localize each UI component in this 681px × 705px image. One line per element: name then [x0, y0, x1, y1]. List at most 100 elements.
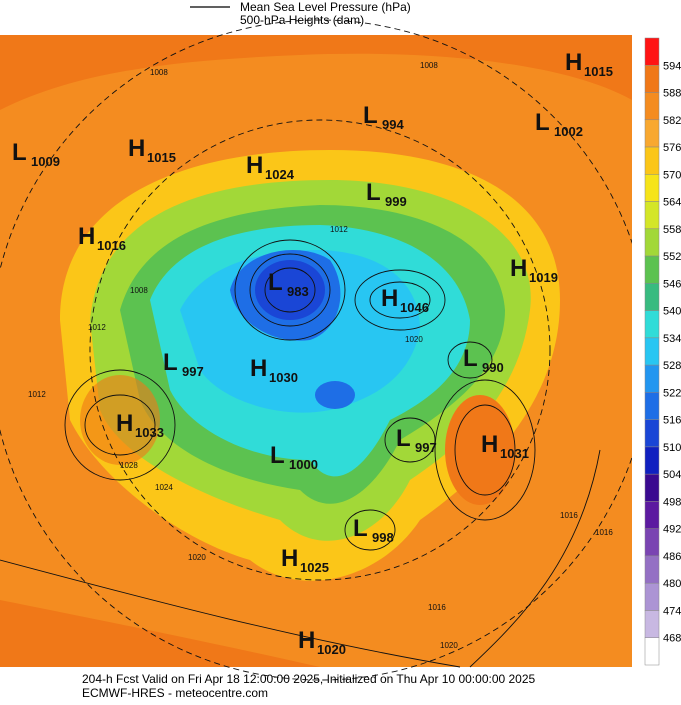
- center-type: L: [463, 345, 478, 372]
- colorbar-tick-label: 516: [663, 415, 681, 427]
- colorbar-swatch: [644, 446, 660, 475]
- colorbar-swatch: [644, 255, 660, 284]
- contour-label: 1028: [120, 461, 138, 470]
- height-zone: [255, 260, 325, 320]
- warm-band: [80, 375, 160, 465]
- colorbar-tick-label: 528: [663, 360, 681, 372]
- footer-source: ECMWF-HRES - meteocentre.com: [82, 686, 268, 700]
- center-pressure: 1020: [317, 642, 346, 657]
- colorbar: 594 588 582 576 570 564 558 552 546 540 534 528 522 5…: [644, 37, 681, 666]
- center-type: L: [396, 425, 411, 452]
- center-type: H: [281, 545, 298, 572]
- colorbar-tick-label: 564: [663, 197, 681, 209]
- center-type: H: [298, 627, 315, 654]
- center-type: H: [128, 135, 145, 162]
- isobar: [354, 269, 446, 331]
- colorbar-swatch: [644, 228, 660, 257]
- center-pressure: 1024: [265, 167, 295, 182]
- warm-band: [445, 395, 515, 505]
- center-pressure: 999: [385, 194, 407, 209]
- colorbar-tick-label: 594: [663, 60, 681, 72]
- center-type: H: [565, 49, 582, 76]
- contour-label: 1016: [560, 511, 578, 520]
- center-pressure: 998: [372, 530, 394, 545]
- center-type: L: [268, 269, 283, 296]
- colorbar-tick-label: 492: [663, 524, 681, 536]
- colorbar-tick-label: 582: [663, 115, 681, 127]
- colorbar-tick-label: 504: [663, 469, 681, 481]
- center-pressure: 994: [382, 117, 404, 132]
- center-pressure: 1000: [289, 457, 318, 472]
- isobar: [384, 417, 436, 463]
- center-pressure: 1016: [97, 238, 126, 253]
- colorbar-swatch: [644, 610, 660, 638]
- contour-label: 1020: [440, 641, 458, 650]
- colorbar-tick-label: 522: [663, 387, 681, 399]
- height-zone: [315, 381, 355, 409]
- colorbar-tick-label: 588: [663, 88, 681, 100]
- colorbar-swatch: [644, 528, 660, 557]
- isobar: [344, 509, 396, 551]
- center-type: L: [363, 102, 378, 129]
- center-pressure: 1009: [31, 154, 60, 169]
- contour-label: 1012: [330, 225, 348, 234]
- center-pressure: 1002: [554, 124, 583, 139]
- center-type: L: [535, 109, 550, 136]
- contour-label: 1008: [420, 61, 438, 70]
- isobar: [434, 379, 536, 521]
- colorbar-swatch: [644, 283, 660, 311]
- isobar: [264, 267, 316, 313]
- isobar: [64, 369, 176, 481]
- colorbar-swatch: [644, 637, 660, 666]
- colorbar-tick-label: 552: [663, 251, 681, 263]
- colorbar-swatch: [644, 65, 660, 93]
- colorbar-swatch: [644, 37, 660, 66]
- contour-label: 1008: [150, 68, 168, 77]
- center-type: L: [353, 515, 368, 542]
- contour-label: 1020: [405, 335, 423, 344]
- colorbar-swatch: [644, 337, 660, 366]
- legend-heights: 500-hPa Heights (dam): [240, 13, 364, 27]
- warm-band: [0, 600, 320, 667]
- warm-band: [0, 35, 632, 110]
- latitude-circle: [89, 119, 551, 581]
- center-type: L: [163, 349, 178, 376]
- colorbar-tick-label: 480: [663, 578, 681, 590]
- colorbar-tick-label: 498: [663, 496, 681, 508]
- center-pressure: 1030: [269, 370, 298, 385]
- center-type: H: [250, 355, 267, 382]
- center-pressure: 997: [415, 440, 437, 455]
- colorbar-swatch: [644, 473, 660, 502]
- center-type: H: [78, 223, 95, 250]
- center-pressure: 1046: [400, 300, 429, 315]
- isobar: [369, 281, 431, 319]
- contour-label: 1008: [130, 286, 148, 295]
- contour-label: 1012: [88, 323, 106, 332]
- colorbar-swatch: [644, 364, 660, 393]
- colorbar-swatch: [644, 419, 660, 448]
- contour-label: 1012: [28, 390, 46, 399]
- isobar: [84, 394, 156, 456]
- center-pressure: 990: [482, 360, 504, 375]
- colorbar-swatch: [644, 174, 660, 202]
- colorbar-tick-label: 576: [663, 142, 681, 154]
- isobar: [234, 239, 346, 341]
- colorbar-tick-label: 468: [663, 633, 681, 645]
- contour-label: 1024: [155, 483, 173, 492]
- isobar: [447, 341, 493, 379]
- isobars: [0, 19, 651, 681]
- colorbar-tick-label: 474: [663, 605, 681, 617]
- center-pressure: 1025: [300, 560, 329, 575]
- isobar: [0, 559, 461, 668]
- legend-mslp: Mean Sea Level Pressure (hPa): [240, 0, 411, 14]
- center-pressure: 983: [287, 284, 309, 299]
- center-type: H: [381, 285, 398, 312]
- center-type: H: [481, 431, 498, 458]
- colorbar-swatch: [644, 201, 660, 230]
- colorbar-tick-label: 570: [663, 169, 681, 181]
- center-pressure: 1031: [500, 446, 529, 461]
- center-type: H: [116, 410, 133, 437]
